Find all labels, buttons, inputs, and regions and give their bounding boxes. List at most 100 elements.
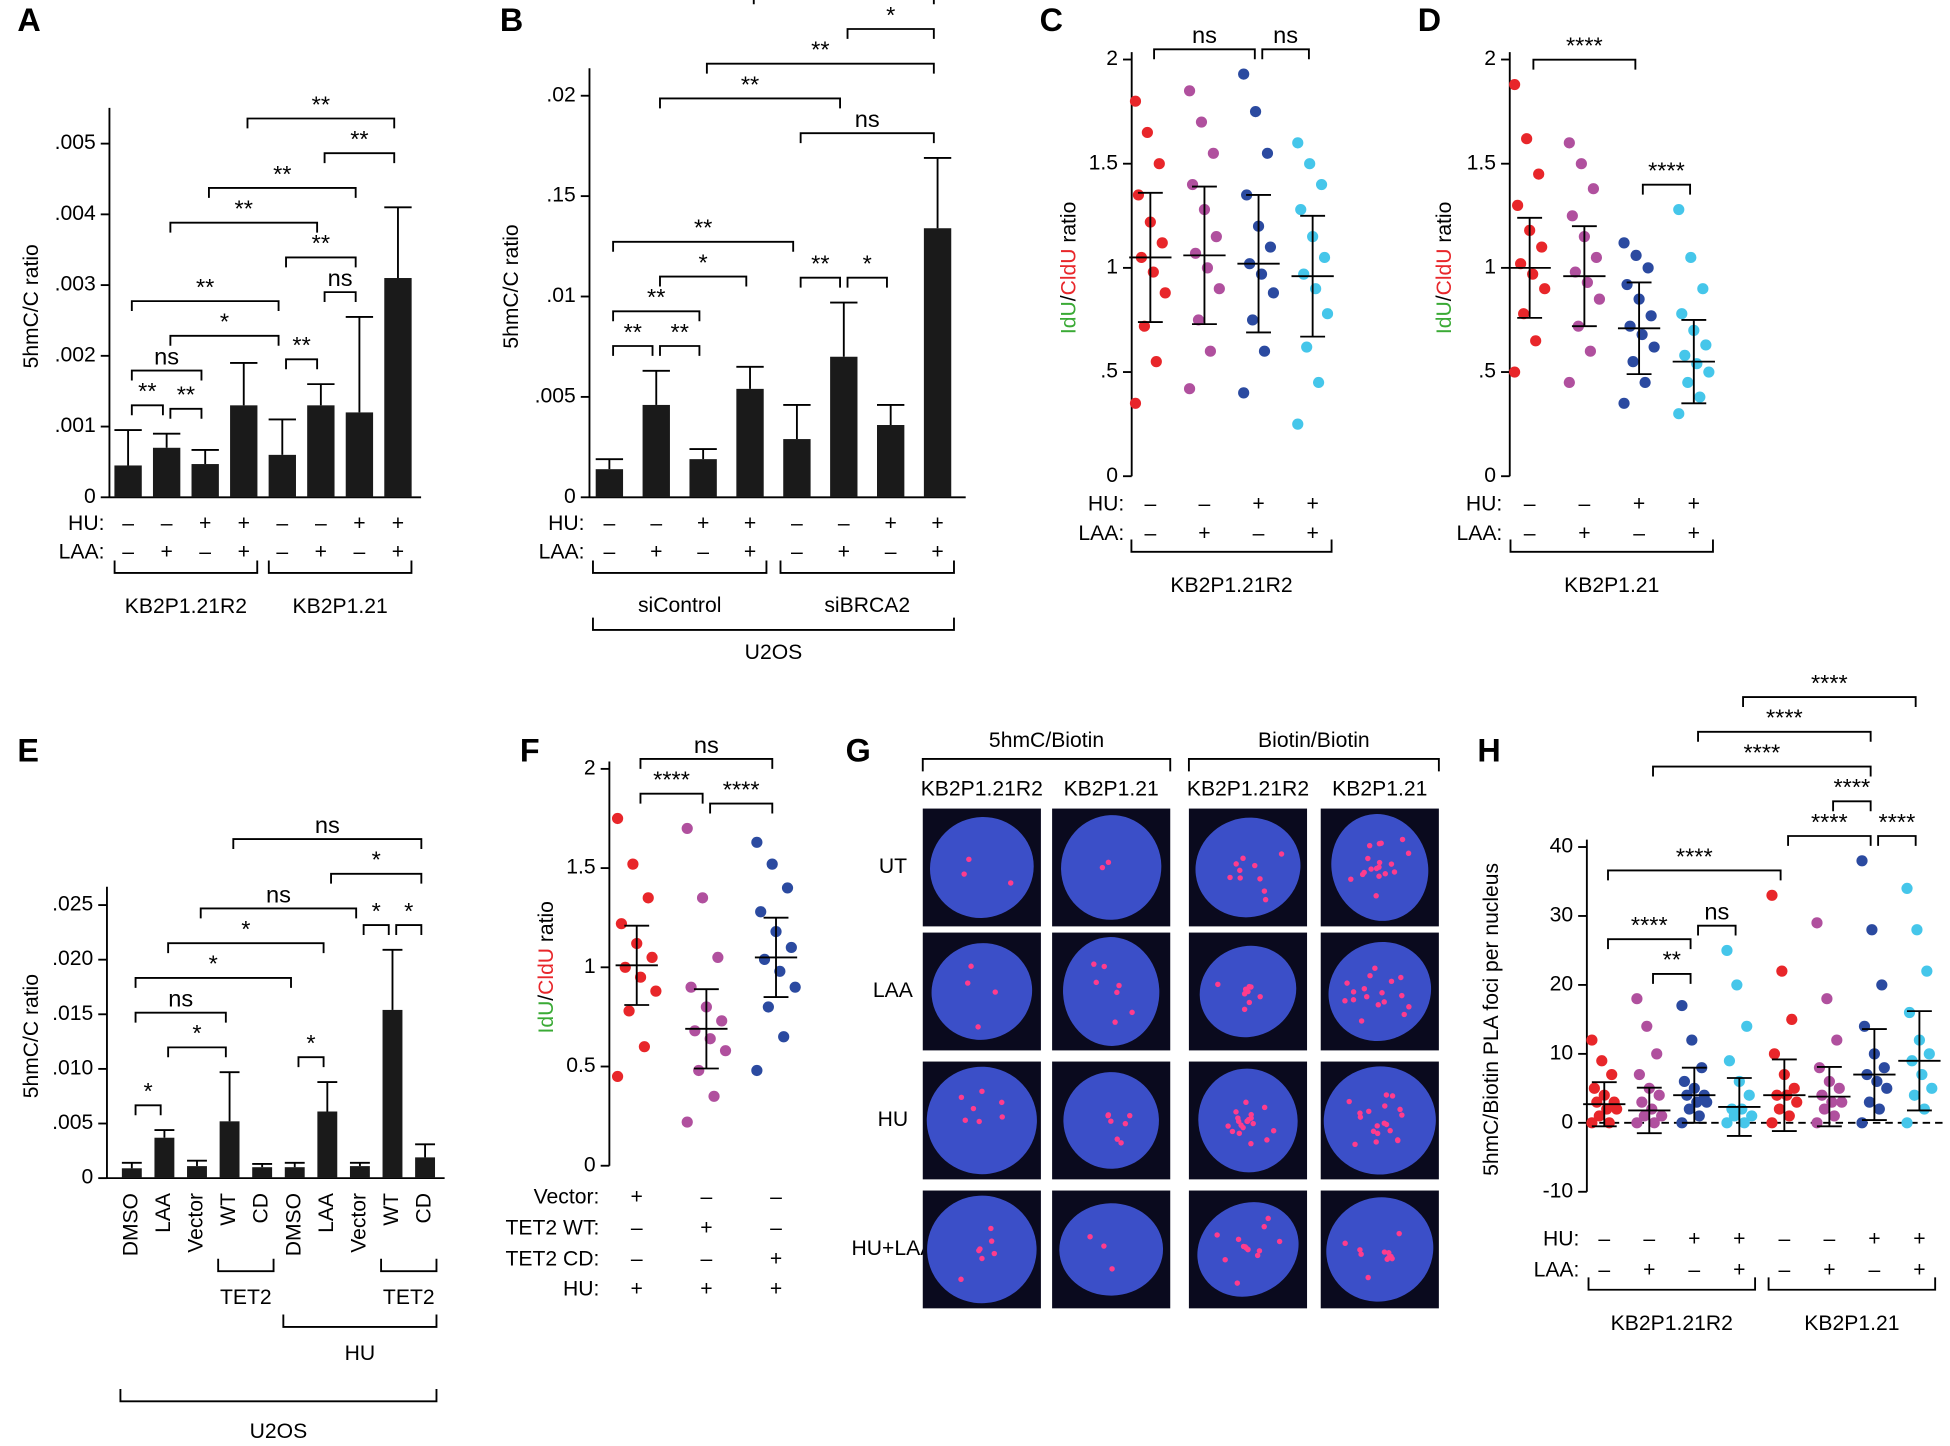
data-point <box>1673 408 1685 420</box>
condition-value: – <box>199 541 211 564</box>
condition-value: + <box>1913 1259 1925 1282</box>
significance-bracket <box>709 802 774 814</box>
data-point <box>1642 262 1654 274</box>
significance-label: * <box>192 1020 201 1046</box>
y-tick-label: 0 <box>1561 1110 1573 1133</box>
data-point <box>693 1064 705 1077</box>
data-point <box>1295 203 1307 216</box>
bar <box>268 454 296 498</box>
condition-name: Vector: <box>534 1186 600 1209</box>
significance-bracket <box>799 132 935 144</box>
y-tick-label: 1.5 <box>1089 151 1118 174</box>
data-point <box>1731 979 1743 991</box>
significance-bracket <box>659 97 841 109</box>
column-bracket <box>1187 758 1440 772</box>
foci <box>1087 1234 1093 1240</box>
significance-label: **** <box>1676 843 1713 869</box>
data-point <box>1926 1082 1938 1094</box>
foci <box>1252 862 1258 869</box>
significance-label: ** <box>312 91 330 117</box>
foci <box>1405 850 1412 856</box>
condition-value: – <box>1144 492 1156 515</box>
group-label: HU <box>345 1342 376 1365</box>
foci <box>1367 972 1373 979</box>
data-point <box>774 965 786 977</box>
significance-label: ** <box>177 382 195 408</box>
foci <box>1399 836 1406 843</box>
data-point <box>1911 924 1923 936</box>
condition-value: – <box>276 541 288 564</box>
foci <box>1257 876 1263 882</box>
significance-bracket <box>167 1046 227 1058</box>
foci <box>976 1118 982 1125</box>
y-tick-label: 20 <box>1550 973 1574 996</box>
foci <box>1222 1256 1228 1263</box>
data-point <box>1593 1110 1605 1122</box>
foci <box>1257 993 1263 1000</box>
x-tick-label: CD <box>250 1193 273 1223</box>
bar <box>382 1009 403 1179</box>
condition-value: + <box>700 1217 712 1240</box>
condition-name: LAA: <box>1456 522 1502 545</box>
foci <box>988 1238 995 1244</box>
condition-value: – <box>1598 1228 1610 1251</box>
y-axis-label-part: CldU <box>535 948 558 995</box>
data-point <box>1624 320 1636 332</box>
significance-bracket <box>1261 48 1310 60</box>
condition-value: – <box>354 541 366 564</box>
foci <box>1387 1127 1393 1134</box>
y-tick-label: .01 <box>546 284 575 307</box>
y-tick-label: .004 <box>55 202 96 225</box>
foci <box>1214 1232 1220 1238</box>
condition-value: + <box>770 1248 782 1271</box>
foci <box>1344 980 1350 986</box>
foci <box>1352 1141 1358 1148</box>
column-sublabel: KB2P1.21 <box>1332 778 1427 801</box>
condition-value: + <box>392 541 404 564</box>
significance-label: **** <box>1648 158 1685 184</box>
data-point <box>1881 1082 1893 1094</box>
significance-label: * <box>863 251 872 277</box>
panel-letter: E <box>17 732 39 768</box>
data-point <box>1633 1068 1645 1081</box>
significance-label: ** <box>1663 947 1681 973</box>
significance-label: **** <box>723 776 760 802</box>
foci <box>999 1114 1005 1120</box>
data-point <box>1721 1117 1733 1129</box>
foci <box>977 1246 983 1252</box>
data-point <box>1683 1103 1695 1115</box>
foci <box>961 871 967 877</box>
significance-label: * <box>144 1078 153 1104</box>
data-point <box>778 1031 790 1043</box>
foci <box>1101 963 1107 970</box>
data-point <box>1679 349 1691 361</box>
group-label: KB2P1.21R2 <box>125 595 247 618</box>
foci <box>1233 1109 1239 1115</box>
foci <box>1215 981 1221 988</box>
data-point <box>1788 1082 1800 1094</box>
data-point <box>1301 341 1313 353</box>
y-tick-label: .15 <box>546 184 575 207</box>
group-bracket <box>1509 539 1714 553</box>
foci <box>1116 982 1122 989</box>
data-point <box>1621 278 1633 291</box>
y-tick-label: .5 <box>1478 360 1496 383</box>
y-tick-label: 1.5 <box>566 856 595 879</box>
foci <box>1256 1248 1263 1254</box>
significance-bracket <box>1697 730 1872 742</box>
foci <box>979 1255 985 1262</box>
group-bracket <box>119 1388 438 1403</box>
data-point <box>685 981 697 993</box>
condition-name: HU: <box>1088 492 1124 515</box>
nucleus <box>931 943 1033 1040</box>
data-point <box>1238 68 1250 80</box>
significance-bracket <box>330 872 423 884</box>
panel-letter: B <box>500 2 523 38</box>
panel-letter: G <box>846 732 871 768</box>
foci <box>1233 861 1239 867</box>
condition-value: – <box>838 512 850 535</box>
foci <box>975 1024 981 1030</box>
condition-value: – <box>122 512 134 535</box>
foci <box>1375 1002 1382 1008</box>
data-point <box>1721 944 1733 957</box>
